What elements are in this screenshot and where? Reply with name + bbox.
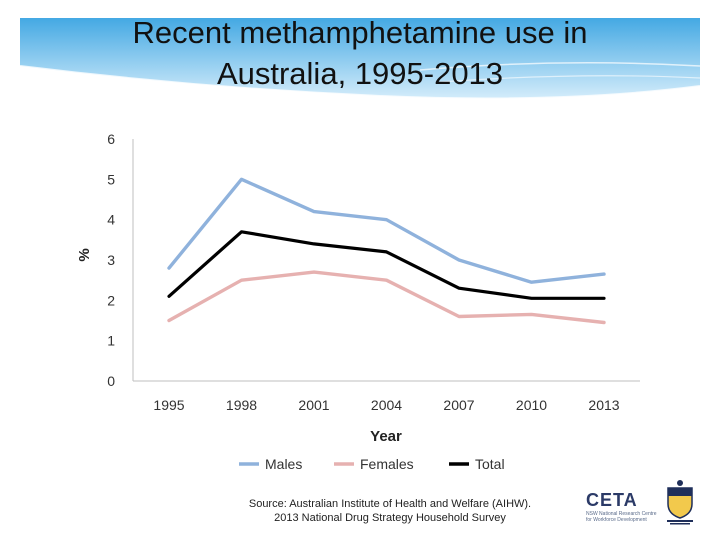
title-line-2: Australia, 1995-2013 (216, 56, 504, 91)
x-tick-label: 2010 (516, 397, 547, 413)
y-tick-label: 3 (107, 252, 115, 268)
y-tick-label: 5 (107, 171, 115, 187)
series-line-males (167, 177, 606, 284)
x-tick-label: 2013 (588, 397, 619, 413)
y-tick-label: 4 (107, 212, 115, 228)
x-tick-label: 2001 (298, 397, 329, 413)
y-tick-label: 6 (107, 131, 115, 147)
ceta-logo-sub-1: NSW National Research Centre (586, 511, 657, 517)
legend-label-total: Total (475, 456, 505, 472)
ceta-logo-text: CETA (586, 490, 638, 510)
line-chart: 0 1 2 3 4 5 6 1995 1998 2001 2004 2007 2010 2013% Year… (76, 131, 640, 472)
ceta-logo: CETA NSW National Research Centre for Wo… (586, 490, 658, 530)
x-tick-label: 1998 (226, 397, 257, 413)
slide-title: Recent methamphetamine use in Australia,… (0, 12, 720, 94)
x-tick-label: 2007 (443, 397, 474, 413)
title-banner (19, 18, 701, 100)
y-tick-label: 0 (107, 373, 115, 389)
university-crest-icon (667, 480, 693, 525)
y-tick-label: 1 (107, 333, 115, 349)
source-line-2: 2013 National Drug Strategy Household Su… (274, 512, 506, 524)
legend-label-females: Females (360, 456, 414, 472)
series-line-females (167, 270, 606, 325)
y-tick-label: 2 (107, 292, 115, 308)
legend-label-males: Males (265, 456, 302, 472)
y-axis-label: % (76, 248, 93, 261)
x-tick-label: 2004 (371, 397, 402, 413)
source-note: Source: Australian Institute of Health a… (220, 497, 560, 525)
series-line-total (167, 230, 606, 300)
source-line-1: Source: Australian Institute of Health a… (248, 498, 532, 510)
x-tick-label: 1995 (153, 397, 184, 413)
x-axis-label: Year (370, 428, 402, 445)
title-line-1: Recent methamphetamine use in (132, 15, 588, 50)
ceta-logo-sub-2: for Workforce Development (586, 517, 647, 523)
